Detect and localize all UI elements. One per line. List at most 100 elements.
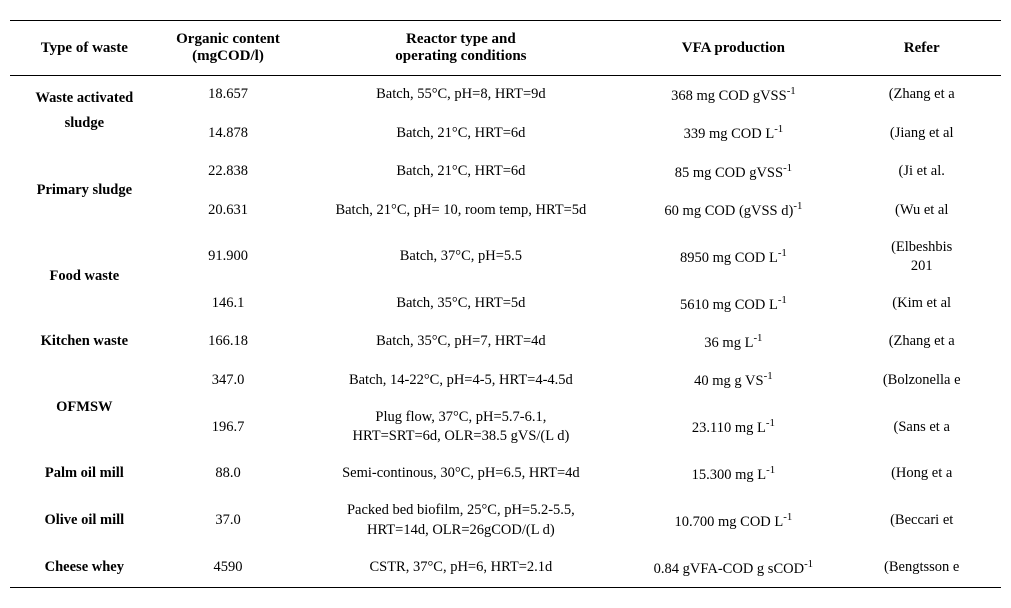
cell-vfa: 15.300 mg L-1 xyxy=(624,455,842,493)
vfa-sup: -1 xyxy=(774,123,783,135)
table-row: Food waste 91.900 Batch, 37°C, pH=5.5 89… xyxy=(10,230,1001,285)
vfa-sup: -1 xyxy=(787,85,796,97)
header-reference: Refer xyxy=(842,21,1001,76)
table-row: Primary sludge 22.838 Batch, 21°C, HRT=6… xyxy=(10,153,1001,191)
header-reactor-l1: Reactor type and xyxy=(406,31,516,47)
rt-l2: HRT=14d, OLR=26gCOD/(L d) xyxy=(367,522,555,538)
header-organic-content: Organic content (mgCOD/l) xyxy=(159,21,298,76)
vfa-pre: 5610 mg COD L xyxy=(680,297,778,313)
cell-oc: 20.631 xyxy=(159,191,298,229)
waste-type-kitchen: Kitchen waste xyxy=(10,323,159,361)
table-row: Kitchen waste 166.18 Batch, 35°C, pH=7, … xyxy=(10,323,1001,361)
vfa-pre: 36 mg L xyxy=(704,335,753,351)
header-row: Type of waste Organic content (mgCOD/l) … xyxy=(10,21,1001,76)
vfa-sup: -1 xyxy=(764,370,773,382)
header-organic-content-l2: (mgCOD/l) xyxy=(192,48,264,64)
waste-type-palm: Palm oil mill xyxy=(10,455,159,493)
cell-ref: (Elbeshbis 201 xyxy=(842,230,1001,285)
waste-type-primary: Primary sludge xyxy=(10,153,159,230)
cell-rt: Batch, 21°C, HRT=6d xyxy=(297,153,624,191)
vfa-pre: 85 mg COD gVSS xyxy=(675,165,783,181)
cell-ref: (Hong et a xyxy=(842,455,1001,493)
header-organic-content-l1: Organic content xyxy=(176,31,280,47)
vfa-sup: -1 xyxy=(804,558,813,570)
waste-type-was-l1: Waste activated xyxy=(10,76,159,115)
table-row: Palm oil mill 88.0 Semi-continous, 30°C,… xyxy=(10,455,1001,493)
vfa-sup: -1 xyxy=(783,511,792,523)
cell-ref: (Bolzonella e xyxy=(842,361,1001,399)
table-row: OFMSW 347.0 Batch, 14-22°C, pH=4-5, HRT=… xyxy=(10,361,1001,399)
cell-oc: 91.900 xyxy=(159,230,298,285)
waste-type-olive: Olive oil mill xyxy=(10,493,159,548)
vfa-sup: -1 xyxy=(753,332,762,344)
rt-l1: Packed bed biofilm, 25°C, pH=5.2-5.5, xyxy=(347,502,575,518)
vfa-pre: 60 mg COD (gVSS d) xyxy=(664,203,793,219)
cell-vfa: 85 mg COD gVSS-1 xyxy=(624,153,842,191)
cell-ref: (Zhang et a xyxy=(842,76,1001,115)
table-row: sludge 14.878 Batch, 21°C, HRT=6d 339 mg… xyxy=(10,114,1001,152)
header-reactor-l2: operating conditions xyxy=(395,48,526,64)
vfa-sup: -1 xyxy=(766,464,775,476)
vfa-pre: 10.700 mg COD L xyxy=(675,514,784,530)
table-row: 146.1 Batch, 35°C, HRT=5d 5610 mg COD L-… xyxy=(10,285,1001,323)
vfa-pre: 0.84 gVFA-COD g sCOD xyxy=(654,560,804,576)
cell-ref: (Wu et al xyxy=(842,191,1001,229)
table-row: Waste activated 18.657 Batch, 55°C, pH=8… xyxy=(10,76,1001,115)
cell-vfa: 23.110 mg L-1 xyxy=(624,400,842,455)
table-row: 20.631 Batch, 21°C, pH= 10, room temp, H… xyxy=(10,191,1001,229)
waste-type-cheese: Cheese whey xyxy=(10,549,159,588)
vfa-pre: 15.300 mg L xyxy=(692,467,767,483)
cell-rt: Batch, 37°C, pH=5.5 xyxy=(297,230,624,285)
cell-ref: (Kim et al xyxy=(842,285,1001,323)
cell-oc: 37.0 xyxy=(159,493,298,548)
cell-vfa: 8950 mg COD L-1 xyxy=(624,230,842,285)
cell-oc: 4590 xyxy=(159,549,298,588)
waste-type-was-l2: sludge xyxy=(10,114,159,152)
cell-ref: (Jiang et al xyxy=(842,114,1001,152)
cell-rt: CSTR, 37°C, pH=6, HRT=2.1d xyxy=(297,549,624,588)
cell-vfa: 0.84 gVFA-COD g sCOD-1 xyxy=(624,549,842,588)
vfa-sup: -1 xyxy=(766,417,775,429)
vfa-pre: 40 mg g VS xyxy=(694,373,763,389)
cell-rt: Batch, 35°C, pH=7, HRT=4d xyxy=(297,323,624,361)
rt-l2: HRT=SRT=6d, OLR=38.5 gVS/(L d) xyxy=(352,428,569,444)
cell-oc: 347.0 xyxy=(159,361,298,399)
vfa-pre: 339 mg COD L xyxy=(684,126,775,142)
cell-oc: 166.18 xyxy=(159,323,298,361)
vfa-sup: -1 xyxy=(778,294,787,306)
vfa-pre: 23.110 mg L xyxy=(692,420,766,436)
cell-vfa: 5610 mg COD L-1 xyxy=(624,285,842,323)
waste-type-food: Food waste xyxy=(10,230,159,324)
table-row: Olive oil mill 37.0 Packed bed biofilm, … xyxy=(10,493,1001,548)
cell-vfa: 60 mg COD (gVSS d)-1 xyxy=(624,191,842,229)
vfa-table: Type of waste Organic content (mgCOD/l) … xyxy=(10,20,1001,588)
waste-type-ofmsw: OFMSW xyxy=(10,361,159,455)
header-type-of-waste: Type of waste xyxy=(10,21,159,76)
table-row: 196.7 Plug flow, 37°C, pH=5.7-6.1, HRT=S… xyxy=(10,400,1001,455)
vfa-sup: -1 xyxy=(793,200,802,212)
cell-rt: Batch, 35°C, HRT=5d xyxy=(297,285,624,323)
cell-rt: Plug flow, 37°C, pH=5.7-6.1, HRT=SRT=6d,… xyxy=(297,400,624,455)
cell-vfa: 10.700 mg COD L-1 xyxy=(624,493,842,548)
vfa-sup: -1 xyxy=(778,247,787,259)
cell-ref: (Beccari et xyxy=(842,493,1001,548)
ref-l1: (Elbeshbis xyxy=(891,239,952,255)
cell-oc: 146.1 xyxy=(159,285,298,323)
cell-ref: (Sans et a xyxy=(842,400,1001,455)
cell-ref: (Bengtsson e xyxy=(842,549,1001,588)
cell-ref: (Ji et al. xyxy=(842,153,1001,191)
cell-rt: Batch, 21°C, HRT=6d xyxy=(297,114,624,152)
cell-rt: Batch, 21°C, pH= 10, room temp, HRT=5d xyxy=(297,191,624,229)
cell-rt: Batch, 14-22°C, pH=4-5, HRT=4-4.5d xyxy=(297,361,624,399)
cell-rt: Batch, 55°C, pH=8, HRT=9d xyxy=(297,76,624,115)
rt-l1: Plug flow, 37°C, pH=5.7-6.1, xyxy=(375,409,546,425)
cell-oc: 196.7 xyxy=(159,400,298,455)
cell-oc: 18.657 xyxy=(159,76,298,115)
header-reactor: Reactor type and operating conditions xyxy=(297,21,624,76)
vfa-pre: 368 mg COD gVSS xyxy=(671,88,787,104)
cell-oc: 22.838 xyxy=(159,153,298,191)
cell-rt: Semi-continous, 30°C, pH=6.5, HRT=4d xyxy=(297,455,624,493)
cell-vfa: 339 mg COD L-1 xyxy=(624,114,842,152)
table-row: Cheese whey 4590 CSTR, 37°C, pH=6, HRT=2… xyxy=(10,549,1001,588)
cell-vfa: 368 mg COD gVSS-1 xyxy=(624,76,842,115)
